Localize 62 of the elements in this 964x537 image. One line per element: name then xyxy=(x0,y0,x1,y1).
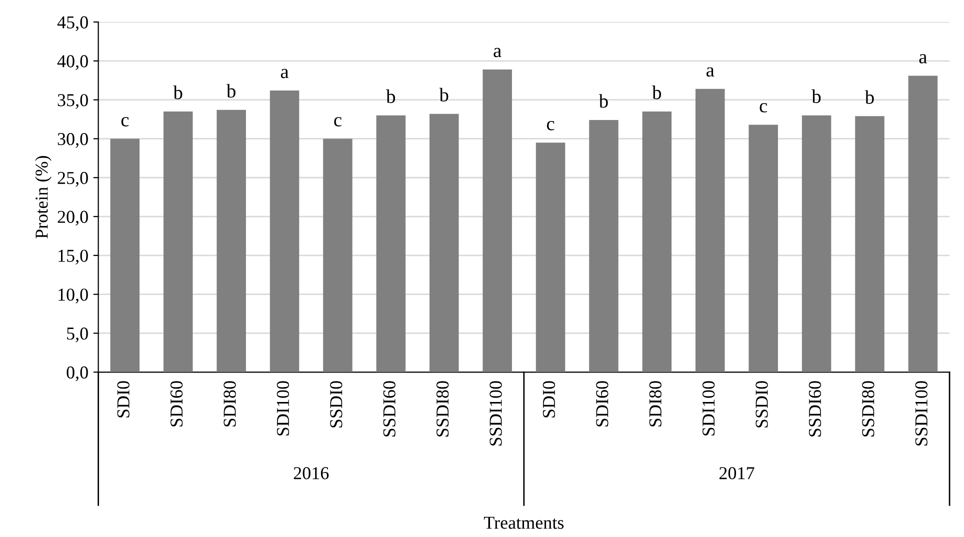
data-label: c xyxy=(334,117,342,126)
bar xyxy=(216,110,246,372)
bar xyxy=(376,115,406,372)
bar xyxy=(164,111,193,372)
x-tick-label: SDI80 xyxy=(224,381,236,426)
x-tick-label: SSDI0 xyxy=(330,381,342,428)
data-label: a xyxy=(280,68,289,78)
y-tick-label: 45,0 xyxy=(57,16,88,32)
y-tick-label: 5,0 xyxy=(67,327,88,342)
y-tick-label: 15,0 xyxy=(58,250,88,264)
y-tick-label: 30,0 xyxy=(58,132,88,148)
bar xyxy=(323,138,352,372)
x-tick-label: SDI100 xyxy=(276,381,290,436)
y-tick-label: 10,0 xyxy=(58,288,88,304)
data-label: b xyxy=(439,88,448,102)
x-tick-label: SSDI80 xyxy=(436,381,449,436)
bar xyxy=(110,138,140,372)
data-label: a xyxy=(494,48,502,58)
x-tick-label: SDI60 xyxy=(170,381,183,426)
data-label: b xyxy=(386,89,396,104)
x-tick-label: SDI0 xyxy=(542,381,556,418)
x-tick-label: SDI80 xyxy=(649,381,662,426)
data-label: c xyxy=(546,120,554,130)
data-label: a xyxy=(919,54,927,64)
bar xyxy=(482,69,512,372)
bar xyxy=(696,88,725,372)
bar xyxy=(536,142,566,372)
x-axis-title: Treatments xyxy=(484,516,564,529)
y-tick-label: 35,0 xyxy=(58,94,88,109)
data-label: c xyxy=(760,103,768,112)
bar xyxy=(589,120,618,372)
text: 2016 xyxy=(294,467,329,480)
x-tick-label: SSDI60 xyxy=(383,381,396,436)
y-tick-label: 25,0 xyxy=(58,172,88,187)
bar xyxy=(855,116,884,372)
bar xyxy=(430,114,459,372)
y-axis-title: Protein (%) xyxy=(35,156,52,238)
bar xyxy=(802,115,832,372)
x-tick-label: SDI60 xyxy=(596,381,608,426)
x-tick-label: SDI0 xyxy=(117,381,130,418)
bar xyxy=(908,76,938,372)
data-label: a xyxy=(706,67,714,77)
data-label: b xyxy=(864,90,874,104)
x-tick-label: SSDI0 xyxy=(756,381,768,428)
y-tick-label: 20,0 xyxy=(58,210,88,226)
bar xyxy=(642,111,672,372)
x-tick-label: SDI100 xyxy=(702,381,715,436)
bar xyxy=(270,90,300,372)
x-tick-label: SSDI100 xyxy=(915,381,928,446)
bar xyxy=(748,124,778,372)
data-label: c xyxy=(121,117,129,126)
text: 2017 xyxy=(719,467,754,480)
x-tick-label: SSDI60 xyxy=(808,381,822,436)
data-label: b xyxy=(598,94,608,108)
x-tick-label: SSDI100 xyxy=(490,381,502,446)
data-label: b xyxy=(652,86,662,100)
y-tick-label: 40,0 xyxy=(57,55,88,70)
data-label: b xyxy=(226,84,236,98)
data-label: b xyxy=(173,86,182,100)
data-label: b xyxy=(812,89,821,104)
x-tick-label: SSDI80 xyxy=(862,381,874,436)
y-tick-label: 0,0 xyxy=(66,366,88,382)
